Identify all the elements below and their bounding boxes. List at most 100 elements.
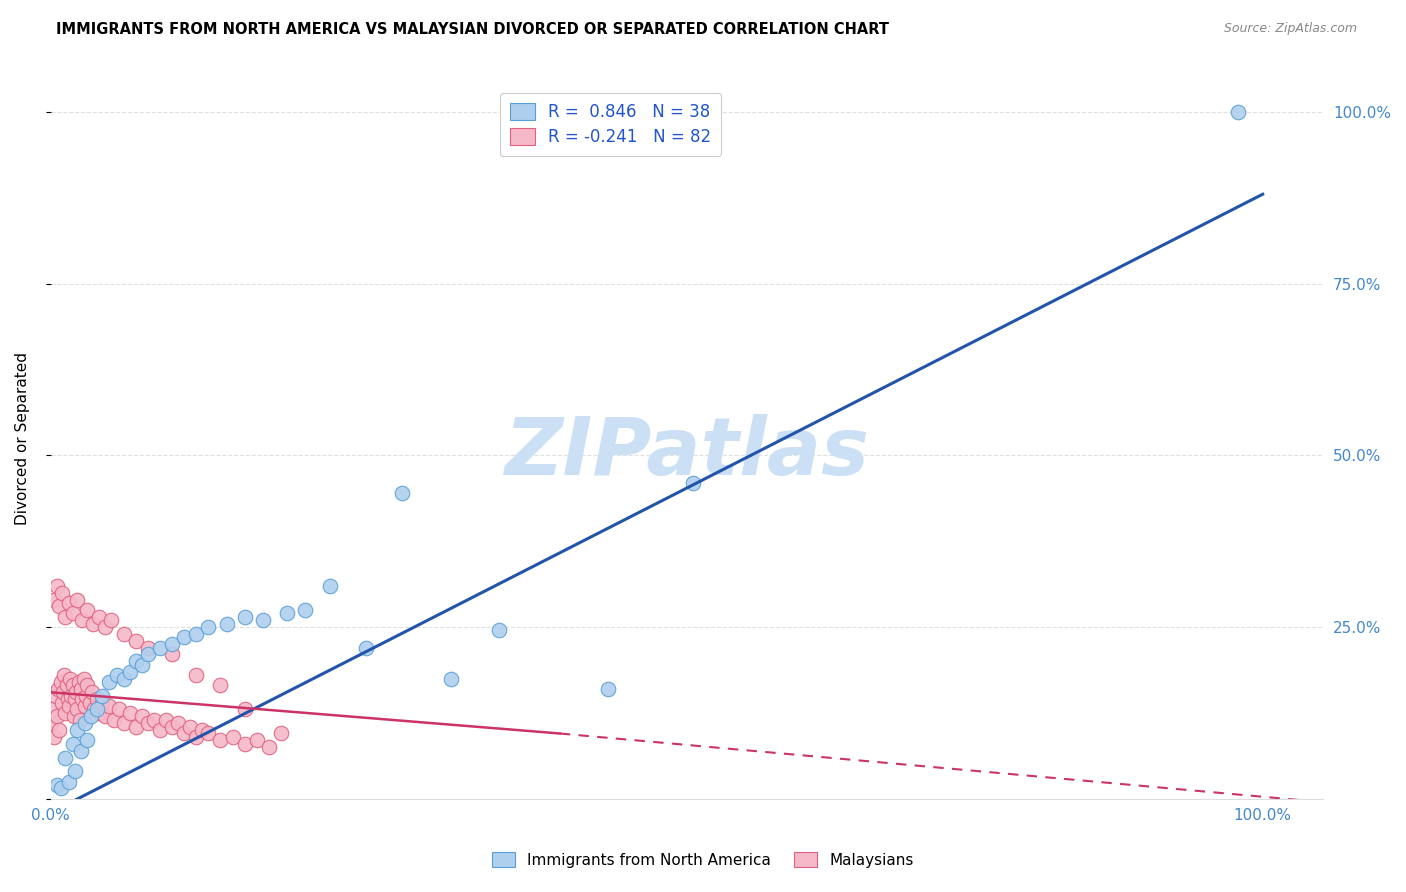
Point bbox=[257, 740, 280, 755]
Point bbox=[233, 737, 256, 751]
Point bbox=[98, 675, 121, 690]
Point bbox=[72, 613, 94, 627]
Point bbox=[124, 633, 146, 648]
Point bbox=[118, 706, 141, 720]
Point bbox=[52, 685, 75, 699]
Point bbox=[488, 624, 510, 638]
Point bbox=[49, 675, 72, 690]
Point bbox=[155, 713, 177, 727]
Point bbox=[80, 685, 103, 699]
Point bbox=[79, 696, 101, 710]
Point bbox=[186, 627, 208, 641]
Point bbox=[51, 585, 73, 599]
Point bbox=[1227, 104, 1250, 119]
Point bbox=[215, 616, 238, 631]
Point bbox=[69, 713, 91, 727]
Point bbox=[354, 640, 377, 655]
Point bbox=[66, 723, 89, 737]
Point bbox=[60, 689, 83, 703]
Y-axis label: Divorced or Separated: Divorced or Separated bbox=[15, 351, 30, 524]
Point bbox=[209, 733, 232, 747]
Point bbox=[682, 475, 704, 490]
Point bbox=[186, 730, 208, 744]
Point bbox=[51, 696, 73, 710]
Point bbox=[45, 579, 67, 593]
Point bbox=[440, 672, 463, 686]
Point bbox=[44, 592, 66, 607]
Point bbox=[221, 730, 243, 744]
Point bbox=[173, 630, 195, 644]
Point bbox=[318, 579, 340, 593]
Text: ZIPatlas: ZIPatlas bbox=[505, 414, 869, 491]
Point bbox=[118, 665, 141, 679]
Point bbox=[56, 692, 79, 706]
Legend: R =  0.846   N = 38, R = -0.241   N = 82: R = 0.846 N = 38, R = -0.241 N = 82 bbox=[501, 93, 721, 156]
Point bbox=[45, 689, 67, 703]
Point bbox=[86, 702, 108, 716]
Point bbox=[76, 733, 98, 747]
Point bbox=[149, 640, 172, 655]
Point bbox=[252, 613, 274, 627]
Point bbox=[73, 716, 96, 731]
Point bbox=[160, 720, 183, 734]
Point bbox=[197, 726, 219, 740]
Point bbox=[90, 696, 112, 710]
Point bbox=[197, 620, 219, 634]
Point bbox=[112, 716, 135, 731]
Point bbox=[100, 613, 122, 627]
Point bbox=[58, 596, 80, 610]
Point bbox=[59, 672, 82, 686]
Point bbox=[62, 678, 84, 692]
Point bbox=[67, 675, 90, 690]
Point bbox=[65, 685, 87, 699]
Point bbox=[72, 692, 94, 706]
Point bbox=[48, 599, 70, 614]
Point bbox=[173, 726, 195, 740]
Point bbox=[103, 713, 125, 727]
Point bbox=[58, 774, 80, 789]
Point bbox=[70, 681, 93, 696]
Point bbox=[62, 737, 84, 751]
Point bbox=[191, 723, 214, 737]
Point bbox=[66, 702, 89, 716]
Point bbox=[94, 709, 117, 723]
Point bbox=[76, 603, 98, 617]
Point bbox=[246, 733, 269, 747]
Point bbox=[136, 716, 159, 731]
Point bbox=[46, 681, 69, 696]
Point bbox=[598, 681, 620, 696]
Point bbox=[276, 607, 298, 621]
Point bbox=[294, 603, 316, 617]
Point bbox=[39, 716, 62, 731]
Point bbox=[167, 716, 190, 731]
Point bbox=[48, 723, 70, 737]
Point bbox=[124, 654, 146, 668]
Point bbox=[136, 640, 159, 655]
Point bbox=[63, 709, 86, 723]
Point bbox=[233, 702, 256, 716]
Point bbox=[179, 720, 201, 734]
Point bbox=[149, 723, 172, 737]
Point bbox=[270, 726, 292, 740]
Point bbox=[136, 648, 159, 662]
Point bbox=[53, 706, 76, 720]
Point bbox=[53, 750, 76, 764]
Point bbox=[233, 609, 256, 624]
Point bbox=[131, 657, 153, 672]
Point bbox=[42, 702, 65, 716]
Point bbox=[75, 689, 97, 703]
Point bbox=[49, 781, 72, 796]
Point bbox=[86, 692, 108, 706]
Point bbox=[44, 730, 66, 744]
Point bbox=[63, 692, 86, 706]
Point bbox=[62, 607, 84, 621]
Point bbox=[45, 709, 67, 723]
Point bbox=[53, 609, 76, 624]
Point bbox=[89, 609, 111, 624]
Point bbox=[124, 720, 146, 734]
Point bbox=[94, 620, 117, 634]
Point bbox=[58, 698, 80, 713]
Point bbox=[112, 672, 135, 686]
Point bbox=[391, 486, 413, 500]
Point bbox=[112, 627, 135, 641]
